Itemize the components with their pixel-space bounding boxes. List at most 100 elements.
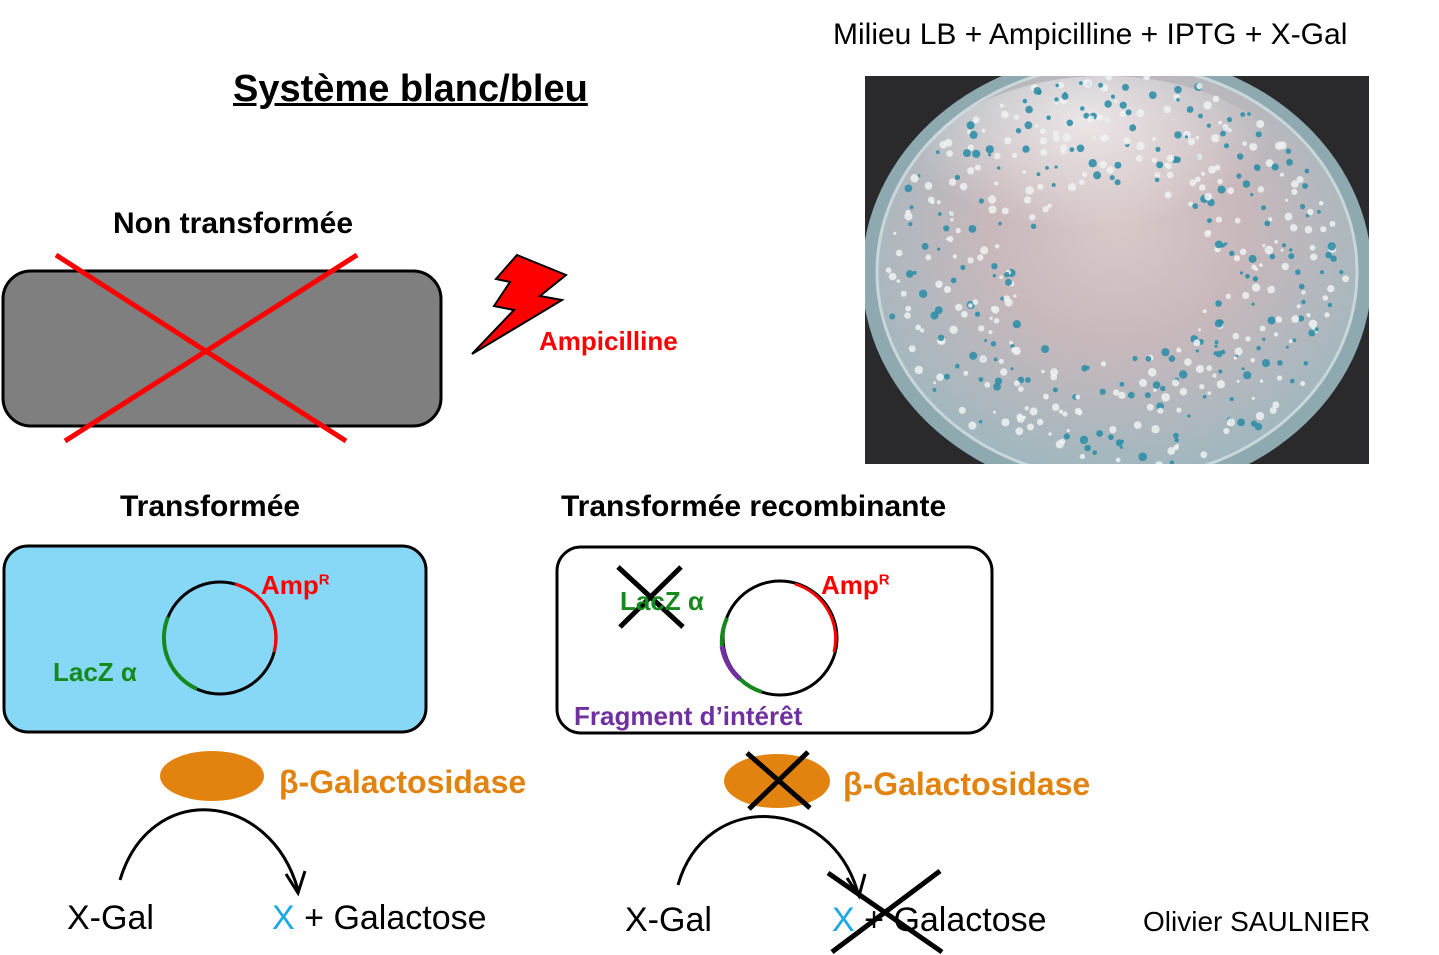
white-colony (1304, 225, 1313, 234)
white-colony (1066, 428, 1070, 433)
white-colony (1024, 406, 1029, 411)
white-colony (1067, 183, 1077, 192)
white-colony (1055, 440, 1064, 449)
white-colony (1025, 186, 1034, 195)
white-colony (1273, 332, 1279, 337)
white-colony (1199, 383, 1205, 390)
white-colony (1269, 406, 1277, 414)
white-colony (1152, 136, 1157, 141)
white-colony (1062, 411, 1068, 417)
blue-colony (1237, 418, 1245, 427)
blue-colony (932, 387, 937, 392)
blue-colony (1168, 355, 1176, 363)
blue-colony (1069, 147, 1075, 152)
white-colony (948, 178, 957, 186)
x-product: X (272, 899, 295, 937)
white-colony (1151, 157, 1157, 163)
white-colony (1096, 114, 1104, 121)
white-colony (888, 272, 897, 281)
reaction-arrow (118, 808, 300, 891)
white-colony (920, 328, 925, 333)
blue-colony (1051, 183, 1056, 187)
white-colony (1112, 389, 1120, 396)
white-colony (1087, 115, 1095, 123)
white-colony (908, 345, 916, 353)
fragment-segment (719, 645, 742, 681)
enzyme-label: β-Galactosidase (279, 764, 527, 800)
white-colony (1039, 128, 1046, 134)
substrate-label: X-Gal (625, 901, 712, 939)
blue-colony (1144, 392, 1151, 399)
blue-colony (1254, 423, 1263, 431)
white-colony (967, 144, 974, 151)
white-colony (1226, 422, 1231, 426)
white-colony (914, 365, 923, 375)
white-colony (1143, 76, 1150, 80)
reaction-arrow (676, 815, 860, 894)
white-colony (1267, 285, 1276, 294)
white-colony (974, 164, 981, 171)
blue-colony (1145, 355, 1152, 362)
white-colony (1259, 325, 1266, 332)
white-colony (1022, 170, 1027, 174)
white-colony (1310, 253, 1318, 261)
blue-colony (1285, 345, 1289, 349)
blue-colony (1240, 112, 1246, 117)
blue-colony (950, 277, 957, 284)
blue-colony (1174, 85, 1182, 94)
white-colony (1119, 110, 1127, 118)
white-colony (1187, 137, 1196, 146)
white-colony (1201, 171, 1206, 176)
white-colony (1009, 340, 1014, 345)
blue-colony (1214, 340, 1219, 345)
white-colony (999, 275, 1004, 280)
blue-colony (1285, 148, 1292, 154)
white-colony (1035, 124, 1039, 128)
white-colony (963, 370, 969, 376)
white-colony (895, 249, 903, 257)
white-colony (905, 305, 912, 312)
white-colony (885, 267, 892, 274)
blue-colony (1173, 432, 1179, 439)
white-colony (1161, 392, 1170, 402)
white-colony (1291, 315, 1300, 323)
white-colony (1179, 387, 1188, 396)
white-colony (1076, 409, 1083, 416)
white-colony (1193, 339, 1201, 347)
white-colony (1212, 373, 1217, 378)
blue-colony (1261, 359, 1271, 368)
white-colony (1204, 192, 1213, 201)
white-colony (1259, 263, 1263, 267)
white-colony (1136, 109, 1145, 117)
blue-colony (1229, 397, 1234, 402)
white-colony (1163, 105, 1172, 114)
blue-colony (889, 313, 896, 320)
white-colony (950, 218, 954, 222)
white-colony (980, 246, 989, 255)
white-colony (1136, 141, 1145, 151)
blue-colony (978, 377, 984, 382)
blue-colony (1325, 251, 1332, 259)
cross-line (747, 750, 810, 811)
white-colony (1041, 369, 1045, 374)
blue-colony (921, 242, 929, 250)
blue-colony (1036, 89, 1042, 95)
white-colony (1300, 381, 1306, 386)
white-colony (1058, 409, 1064, 414)
blue-colony (1076, 144, 1085, 153)
blue-colony (1187, 414, 1191, 418)
white-colony (993, 410, 996, 414)
white-colony (1123, 137, 1131, 145)
blue-colony (978, 198, 984, 204)
blue-colony (1308, 329, 1316, 337)
blue-colony (1295, 269, 1301, 275)
blue-colony (963, 149, 971, 158)
white-colony (1234, 217, 1241, 224)
white-colony (943, 285, 951, 294)
blue-colony (985, 145, 994, 154)
blue-colony (1241, 367, 1245, 371)
white-colony (1218, 121, 1222, 125)
blue-colony (1245, 273, 1250, 279)
white-colony (1227, 187, 1234, 195)
white-colony (1279, 172, 1285, 177)
